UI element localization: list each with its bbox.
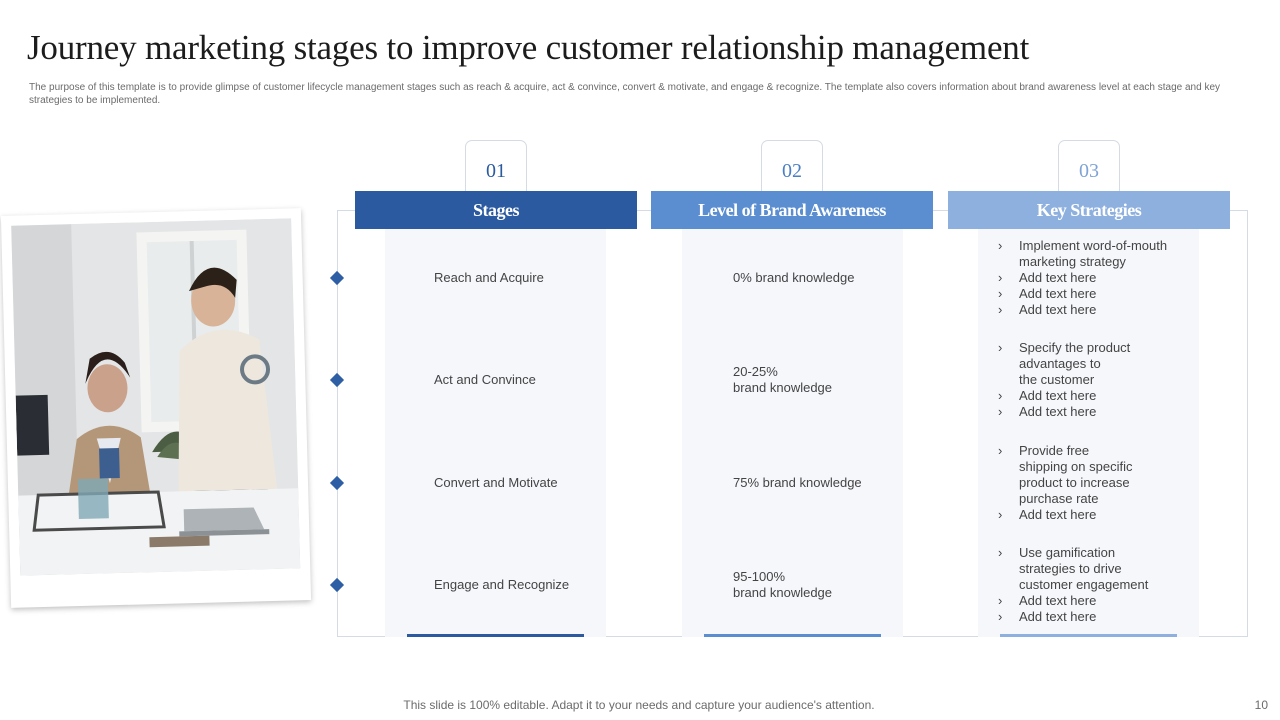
strategies-cell: Provide free shipping on specific produc… <box>998 432 1178 534</box>
strategy-list: Implement word-of-mouth marketing strate… <box>998 238 1178 318</box>
strategy-item: Add text here <box>998 270 1178 286</box>
column-number-01: 01 <box>465 140 527 191</box>
strategy-item: Add text here <box>998 302 1178 318</box>
strategy-item: Use gamification strategies to drive cus… <box>998 545 1178 593</box>
strategy-item: Add text here <box>998 404 1178 420</box>
column-number-03: 03 <box>1058 140 1120 191</box>
strategy-item: Add text here <box>998 593 1178 609</box>
strategies-cell: Use gamification strategies to drive cus… <box>998 534 1178 636</box>
awareness-cell: 20-25% brand knowledge <box>733 329 832 431</box>
strategy-item: Implement word-of-mouth marketing strate… <box>998 238 1178 270</box>
column-header-brand-awareness: Level of Brand Awareness <box>651 191 933 229</box>
stage-label: Act and Convince <box>434 372 536 387</box>
awareness-label: 95-100% brand knowledge <box>733 569 833 600</box>
awareness-label: 20-25% brand knowledge <box>733 364 833 395</box>
strategy-item: Provide free shipping on specific produc… <box>998 443 1178 507</box>
column-number-02: 02 <box>761 140 823 191</box>
awareness-column-underline <box>704 634 881 637</box>
stage-cell: Convert and Motivate <box>434 432 558 534</box>
strategy-list: Use gamification strategies to drive cus… <box>998 545 1178 625</box>
slide-subtitle: The purpose of this template is to provi… <box>29 82 1221 106</box>
photo-frame <box>0 208 312 608</box>
office-team-photo <box>11 218 301 576</box>
stage-cell: Engage and Recognize <box>434 534 569 636</box>
strategy-item: Add text here <box>998 507 1178 523</box>
strategy-item: Specify the product advantages to the cu… <box>998 340 1178 388</box>
column-header-key-strategies: Key Strategies <box>948 191 1230 229</box>
stages-column-bg <box>385 229 606 637</box>
stage-label: Engage and Recognize <box>434 577 570 592</box>
strategies-cell: Specify the product advantages to the cu… <box>998 329 1178 431</box>
slide-footer-note: This slide is 100% editable. Adapt it to… <box>403 698 875 712</box>
slide-title: Journey marketing stages to improve cust… <box>27 28 1030 67</box>
stages-column-underline <box>407 634 584 637</box>
strategy-list: Provide free shipping on specific produc… <box>998 443 1178 523</box>
awareness-cell: 0% brand knowledge <box>733 227 854 329</box>
stage-label: Convert and Motivate <box>434 475 558 490</box>
strategy-item: Add text here <box>998 388 1178 404</box>
awareness-column-bg <box>682 229 903 637</box>
column-header-stages: Stages <box>355 191 637 229</box>
awareness-cell: 75% brand knowledge <box>733 432 862 534</box>
strategies-cell: Implement word-of-mouth marketing strate… <box>998 227 1178 329</box>
page-number: 10 <box>1254 698 1268 712</box>
stage-cell: Act and Convince <box>434 329 536 431</box>
awareness-label: 75% brand knowledge <box>733 475 862 490</box>
awareness-label: 0% brand knowledge <box>733 270 855 285</box>
stage-label: Reach and Acquire <box>434 270 544 285</box>
strategy-item: Add text here <box>998 609 1178 625</box>
strategy-list: Specify the product advantages to the cu… <box>998 340 1178 420</box>
strategies-column-underline <box>1000 634 1177 637</box>
awareness-cell: 95-100% brand knowledge <box>733 534 832 636</box>
strategy-item: Add text here <box>998 286 1178 302</box>
stage-cell: Reach and Acquire <box>434 227 544 329</box>
